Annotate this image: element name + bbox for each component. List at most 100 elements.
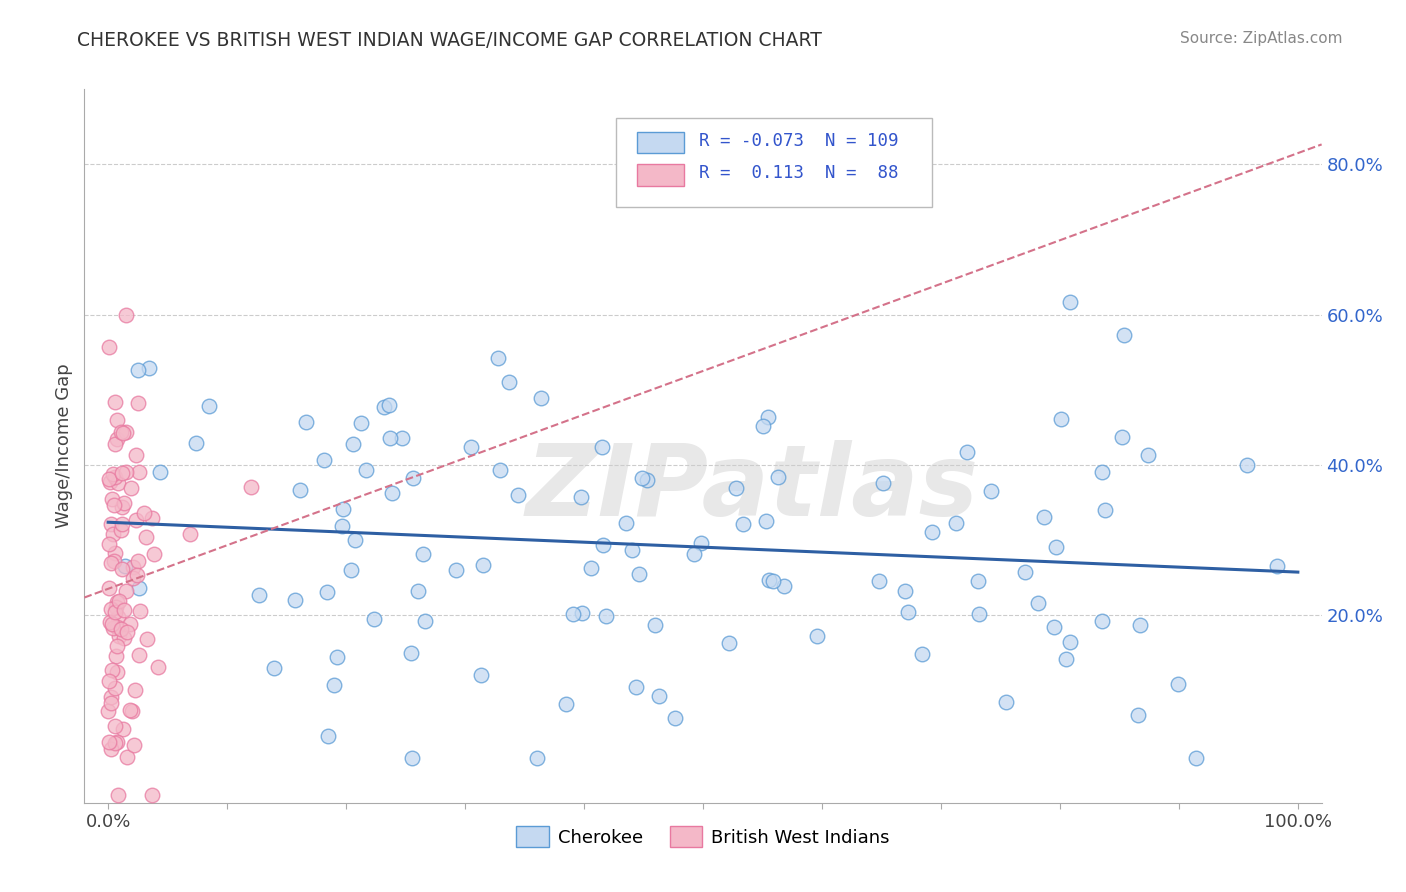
Bar bbox=[637, 132, 685, 153]
Point bbox=[762, 574, 785, 588]
Point bbox=[184, 436, 207, 450]
Point bbox=[872, 475, 894, 490]
Point bbox=[103, 554, 125, 568]
Point bbox=[141, 789, 163, 803]
Point bbox=[105, 735, 128, 749]
Point bbox=[627, 566, 650, 581]
Text: CHEROKEE VS BRITISH WEST INDIAN WAGE/INCOME GAP CORRELATION CHART: CHEROKEE VS BRITISH WEST INDIAN WAGE/INC… bbox=[77, 31, 823, 50]
Y-axis label: Wage/Income Gap: Wage/Income Gap bbox=[55, 364, 73, 528]
Point bbox=[724, 481, 747, 495]
Point bbox=[332, 502, 354, 516]
Point bbox=[773, 579, 796, 593]
Point bbox=[1094, 502, 1116, 516]
Point bbox=[107, 610, 129, 624]
Point bbox=[111, 517, 134, 532]
Point bbox=[806, 629, 828, 643]
Point bbox=[1032, 509, 1054, 524]
Point bbox=[128, 465, 150, 479]
Point bbox=[118, 616, 141, 631]
Point bbox=[122, 560, 145, 574]
Point bbox=[263, 660, 285, 674]
Point bbox=[1185, 750, 1208, 764]
Point bbox=[108, 593, 131, 607]
Point bbox=[114, 559, 136, 574]
Point bbox=[98, 734, 121, 748]
Point bbox=[149, 465, 172, 479]
Point bbox=[121, 571, 143, 585]
Point bbox=[104, 600, 127, 615]
Point bbox=[894, 584, 917, 599]
Point bbox=[105, 413, 128, 427]
Point bbox=[112, 631, 135, 645]
Point bbox=[995, 695, 1018, 709]
Point bbox=[100, 602, 122, 616]
Point bbox=[569, 490, 592, 504]
Point bbox=[330, 519, 353, 533]
Point bbox=[105, 620, 128, 634]
Point bbox=[249, 588, 271, 602]
Point bbox=[1129, 617, 1152, 632]
Point bbox=[326, 650, 349, 665]
Point bbox=[1111, 430, 1133, 444]
Point bbox=[117, 749, 139, 764]
Point bbox=[98, 582, 121, 596]
Bar bbox=[637, 164, 685, 186]
Point bbox=[471, 558, 494, 572]
Text: ZIPatlas: ZIPatlas bbox=[526, 441, 979, 537]
Point bbox=[980, 484, 1002, 499]
Point bbox=[110, 523, 132, 537]
Point bbox=[636, 473, 658, 487]
Point bbox=[1014, 566, 1036, 580]
Point bbox=[104, 606, 127, 620]
Point bbox=[911, 648, 934, 662]
Point bbox=[112, 496, 135, 510]
Point bbox=[644, 618, 666, 632]
Point bbox=[135, 530, 157, 544]
Point bbox=[121, 704, 143, 718]
Point bbox=[342, 436, 364, 450]
Point bbox=[104, 736, 127, 750]
Text: R = -0.073  N = 109: R = -0.073 N = 109 bbox=[699, 132, 898, 150]
Point bbox=[110, 622, 132, 636]
Point bbox=[402, 471, 425, 485]
Point bbox=[733, 517, 755, 532]
Text: Source: ZipAtlas.com: Source: ZipAtlas.com bbox=[1180, 31, 1343, 46]
Point bbox=[406, 584, 429, 599]
Point bbox=[98, 674, 121, 689]
Point bbox=[103, 681, 125, 695]
Point bbox=[312, 453, 335, 467]
Point bbox=[350, 416, 373, 430]
Point bbox=[571, 606, 593, 620]
Point bbox=[115, 625, 138, 640]
Point bbox=[105, 665, 128, 680]
Point bbox=[104, 394, 127, 409]
Point bbox=[530, 391, 553, 405]
Point bbox=[108, 630, 131, 644]
Point bbox=[1265, 559, 1288, 574]
Point bbox=[101, 621, 124, 635]
Point bbox=[460, 440, 482, 454]
Point bbox=[103, 719, 125, 733]
Point bbox=[146, 659, 169, 673]
Point bbox=[100, 697, 122, 711]
Point bbox=[412, 547, 434, 561]
Point bbox=[1091, 614, 1114, 628]
Point bbox=[97, 704, 120, 718]
Point bbox=[98, 472, 121, 486]
Point bbox=[401, 750, 423, 764]
Point bbox=[115, 425, 138, 439]
Point bbox=[141, 511, 163, 525]
Point bbox=[1112, 328, 1135, 343]
Point bbox=[1059, 635, 1081, 649]
Point bbox=[921, 525, 943, 540]
Point bbox=[1026, 596, 1049, 610]
Point bbox=[1054, 652, 1077, 666]
Point bbox=[104, 546, 127, 560]
Point bbox=[1049, 412, 1071, 426]
Point bbox=[105, 595, 128, 609]
Point bbox=[112, 603, 135, 617]
FancyBboxPatch shape bbox=[616, 118, 932, 207]
Point bbox=[595, 609, 617, 624]
Point bbox=[1137, 448, 1160, 462]
Point bbox=[1059, 294, 1081, 309]
